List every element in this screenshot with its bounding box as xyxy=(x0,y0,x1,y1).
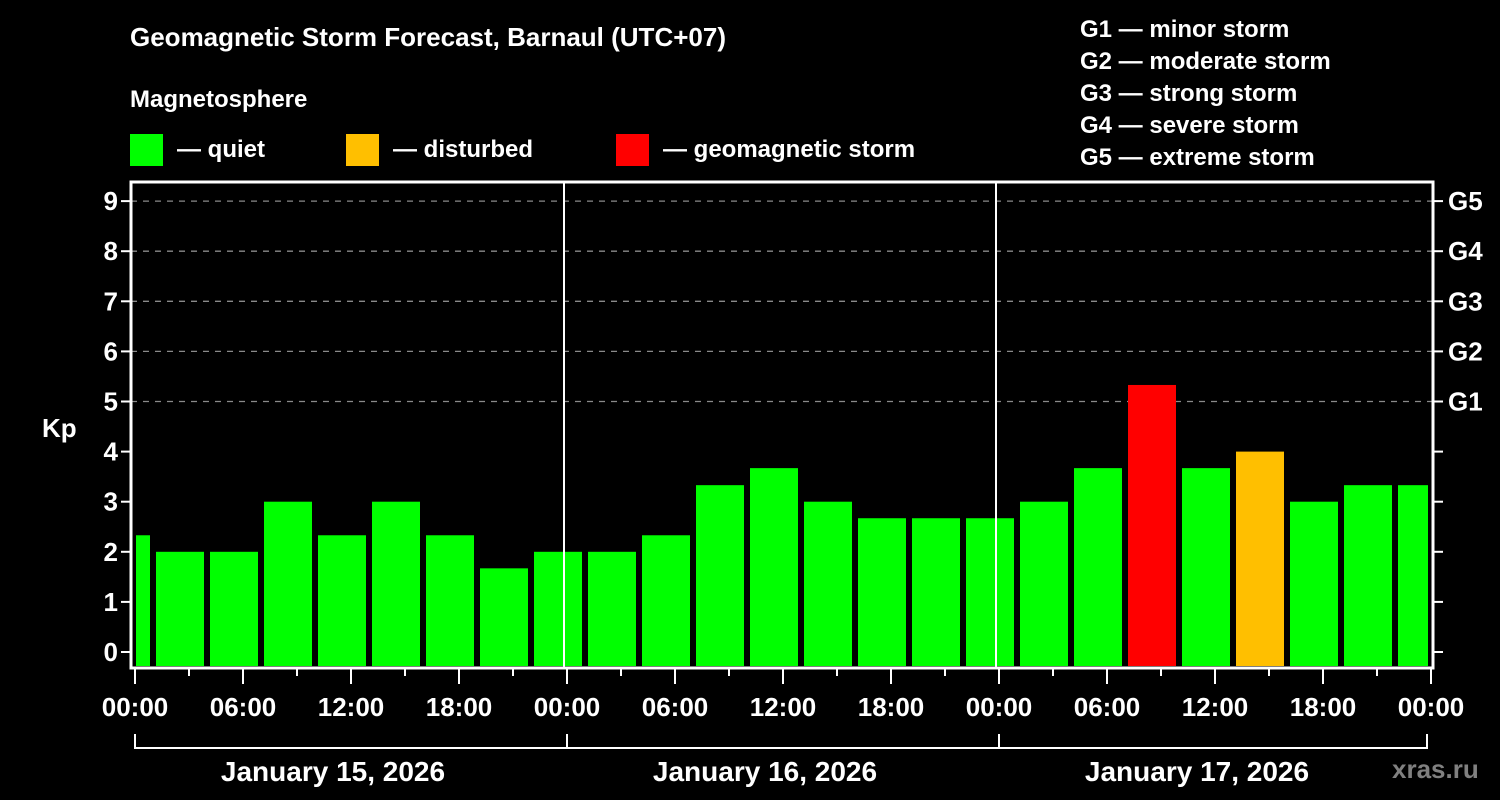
watermark: xras.ru xyxy=(1392,754,1479,784)
g1-label: G1 — minor storm xyxy=(1080,16,1290,43)
y-tick-label: 3 xyxy=(104,487,118,517)
kp-bar xyxy=(156,551,204,666)
grid-lines xyxy=(131,200,1433,403)
day-label: January 16, 2026 xyxy=(653,756,877,787)
y-tick-label: 6 xyxy=(104,336,118,366)
disturbed-swatch xyxy=(346,134,379,166)
kp-bar xyxy=(1128,384,1176,666)
kp-bar xyxy=(912,518,960,666)
x-tick-label: 06:00 xyxy=(642,692,709,722)
kp-bar xyxy=(858,518,906,666)
g-scale-label: G1 xyxy=(1448,387,1483,417)
x-tick-label: 18:00 xyxy=(426,692,493,722)
day-label: January 17, 2026 xyxy=(1085,756,1309,787)
legend-quiet: — quiet xyxy=(130,134,265,166)
g3-label: G3 — strong storm xyxy=(1080,80,1298,107)
y-tick-label: 9 xyxy=(104,186,118,216)
kp-bar xyxy=(1236,451,1284,666)
bars xyxy=(136,384,1428,666)
chart-title: Geomagnetic Storm Forecast, Barnaul (UTC… xyxy=(130,22,726,52)
legend-storm-label: — geomagnetic storm xyxy=(663,136,916,163)
kp-bar xyxy=(426,535,474,666)
y-tick-label: 0 xyxy=(104,637,118,667)
storm-swatch xyxy=(616,134,649,166)
y-tick-label: 2 xyxy=(104,537,118,567)
g2-label: G2 — moderate storm xyxy=(1080,48,1331,75)
x-tick-label: 12:00 xyxy=(1182,692,1249,722)
x-tick-label: 00:00 xyxy=(966,692,1033,722)
kp-bar xyxy=(372,501,420,666)
x-tick-label: 18:00 xyxy=(858,692,925,722)
g-scale-label: G5 xyxy=(1448,186,1483,216)
g5-label: G5 — extreme storm xyxy=(1080,144,1315,171)
legend-disturbed: — disturbed xyxy=(346,134,533,166)
kp-bar xyxy=(750,468,798,666)
g-scale-label: G4 xyxy=(1448,236,1483,266)
x-tick-label: 06:00 xyxy=(1074,692,1141,722)
kp-bar xyxy=(1074,468,1122,666)
kp-bar xyxy=(1182,468,1230,666)
day-bracket xyxy=(134,734,1428,749)
day-label: January 15, 2026 xyxy=(221,756,445,787)
kp-bar xyxy=(264,501,312,666)
y-tick-label: 1 xyxy=(104,587,118,617)
kp-bar xyxy=(696,485,744,666)
kp-bar xyxy=(1398,485,1428,666)
kp-bar xyxy=(210,551,258,666)
kp-bar xyxy=(966,518,1014,666)
kp-bar xyxy=(588,551,636,666)
x-tick-label: 00:00 xyxy=(1398,692,1465,722)
x-tick-label: 00:00 xyxy=(534,692,601,722)
kp-bar xyxy=(136,535,150,666)
kp-bar xyxy=(534,551,582,666)
kp-bar xyxy=(480,568,528,666)
x-tick-label: 12:00 xyxy=(318,692,385,722)
y-axis-label: Kp xyxy=(42,413,77,443)
kp-bar xyxy=(1020,501,1068,666)
g-scale-label: G3 xyxy=(1448,286,1483,316)
chart-subtitle: Magnetosphere xyxy=(130,86,308,113)
kp-bar xyxy=(1344,485,1392,666)
quiet-swatch xyxy=(130,134,163,166)
axes: 0 1 2 3 4 5 6 7 8 9 G1 G2 G3 G4 G5 00:00 06:00 12:00 18:00… xyxy=(102,180,1483,787)
y-tick-label: 4 xyxy=(104,437,119,467)
g-scale-label: G2 xyxy=(1448,336,1483,366)
storm-scale-legend: G1 — minor storm G2 — moderate storm G3 … xyxy=(1080,14,1331,174)
g4-label: G4 — severe storm xyxy=(1080,112,1299,139)
x-tick-label: 18:00 xyxy=(1290,692,1357,722)
legend-disturbed-label: — disturbed xyxy=(393,136,534,163)
x-tick-label: 00:00 xyxy=(102,692,169,722)
kp-bar xyxy=(1290,501,1338,666)
x-tick-label: 12:00 xyxy=(750,692,817,722)
legend-storm: — geomagnetic storm xyxy=(616,134,915,166)
legend-quiet-label: — quiet xyxy=(177,136,265,163)
kp-bar xyxy=(804,501,852,666)
x-tick-label: 06:00 xyxy=(210,692,277,722)
y-tick-label: 7 xyxy=(104,286,118,316)
y-tick-label: 8 xyxy=(104,236,118,266)
kp-bar xyxy=(642,535,690,666)
kp-bar xyxy=(318,535,366,666)
y-tick-label: 5 xyxy=(104,387,118,417)
